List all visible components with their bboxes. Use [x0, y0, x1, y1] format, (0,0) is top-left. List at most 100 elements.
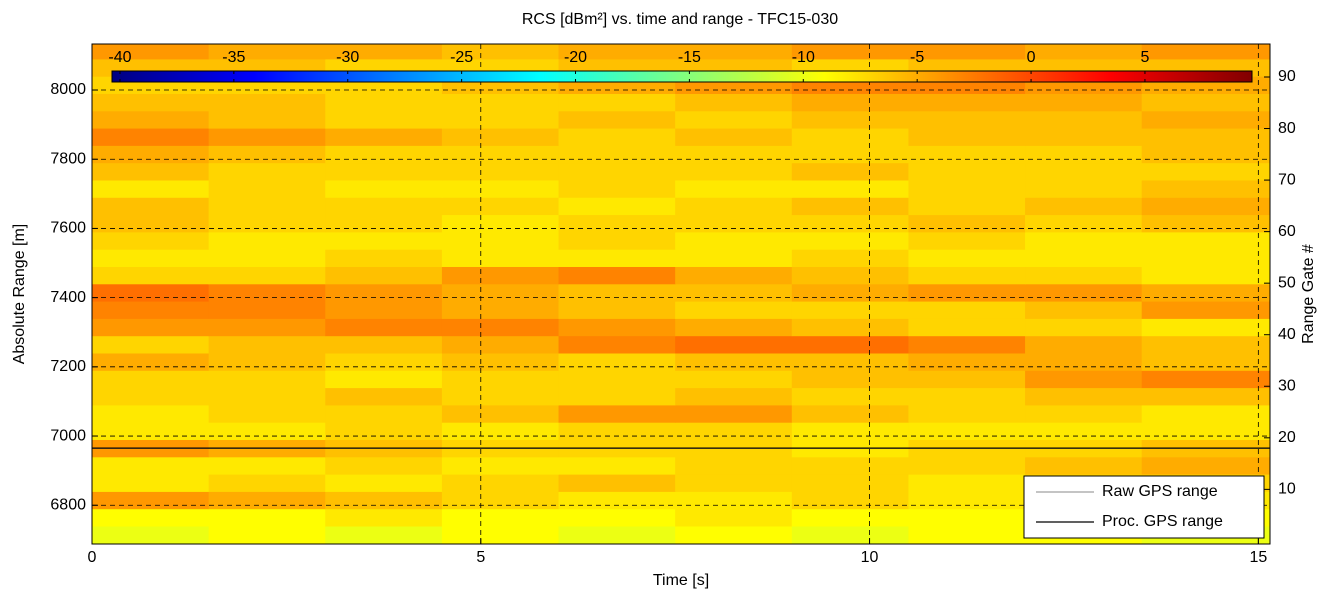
heatmap-cell: [1141, 249, 1271, 267]
heatmap-cell: [791, 179, 909, 198]
heatmap-cell: [325, 145, 443, 164]
heatmap-cell: [908, 145, 1026, 164]
heatmap-cell: [675, 422, 793, 441]
heatmap-cell: [558, 214, 676, 233]
heatmap-cell: [1141, 179, 1271, 198]
heatmap: [92, 44, 1271, 544]
heatmap-cell: [1025, 197, 1143, 216]
heatmap-cell: [558, 508, 676, 527]
colorbar-tick-label: -20: [564, 49, 587, 66]
heatmap-cell: [208, 404, 326, 423]
heatmap-cell: [1141, 145, 1271, 164]
heatmap-cell: [1025, 456, 1143, 475]
y2-tick-label: 20: [1278, 429, 1296, 446]
heatmap-cell: [1141, 283, 1271, 302]
heatmap-cell: [325, 214, 443, 233]
heatmap-cell: [441, 93, 560, 112]
heatmap-cell: [1141, 231, 1271, 250]
heatmap-cell: [1025, 110, 1143, 129]
heatmap-cell: [791, 93, 909, 112]
heatmap-cell: [675, 508, 793, 527]
heatmap-cell: [325, 110, 443, 129]
heatmap-cell: [441, 387, 560, 406]
colorbar-tick-label: -5: [910, 49, 924, 66]
heatmap-cell: [441, 266, 560, 285]
heatmap-cell: [791, 352, 909, 371]
y2-tick-label: 30: [1278, 377, 1296, 394]
heatmap-cell: [791, 162, 909, 181]
heatmap-cell: [558, 162, 676, 181]
heatmap-cell: [675, 387, 793, 406]
heatmap-cell: [208, 422, 326, 441]
heatmap-cell: [791, 387, 909, 406]
y2-tick-label: 90: [1278, 68, 1296, 85]
heatmap-cell: [675, 128, 793, 146]
heatmap-cell: [325, 352, 443, 371]
heatmap-cell: [325, 179, 443, 198]
heatmap-cell: [675, 404, 793, 423]
heatmap-cell: [92, 283, 210, 302]
heatmap-cell: [1025, 318, 1143, 337]
heatmap-cell: [325, 231, 443, 250]
heatmap-cell: [908, 283, 1026, 302]
heatmap-cell: [908, 387, 1026, 406]
heatmap-cell: [558, 474, 676, 492]
heatmap-cell: [908, 110, 1026, 129]
heatmap-cell: [558, 197, 676, 216]
heatmap-cell: [208, 93, 326, 112]
heatmap-cell: [675, 335, 793, 354]
heatmap-cell: [791, 214, 909, 233]
heatmap-cell: [92, 456, 210, 475]
heatmap-cell: [92, 387, 210, 406]
heatmap-cell: [908, 93, 1026, 112]
heatmap-cell: [558, 422, 676, 441]
heatmap-cell: [208, 179, 326, 198]
heatmap-cell: [1025, 231, 1143, 250]
heatmap-cell: [1141, 422, 1271, 441]
heatmap-cell: [92, 93, 210, 112]
heatmap-cell: [908, 179, 1026, 198]
heatmap-cell: [558, 266, 676, 285]
y-tick-label: 7600: [50, 220, 86, 237]
y-tick-label: 6800: [50, 496, 86, 513]
heatmap-cell: [675, 179, 793, 198]
heatmap-cell: [908, 491, 1026, 510]
heatmap-cell: [1025, 179, 1143, 198]
heatmap-cell: [558, 110, 676, 129]
y-tick-label: 7400: [50, 289, 86, 306]
heatmap-cell: [208, 301, 326, 319]
y2-tick-label: 80: [1278, 120, 1296, 137]
colorbar-tick-label: 5: [1140, 49, 1149, 66]
heatmap-cell: [791, 197, 909, 216]
heatmap-cell: [208, 491, 326, 510]
heatmap-cell: [92, 162, 210, 181]
heatmap-cell: [1025, 283, 1143, 302]
heatmap-cell: [1141, 197, 1271, 216]
heatmap-cell: [675, 456, 793, 475]
heatmap-cell: [208, 283, 326, 302]
y-tick-label: 7200: [50, 358, 86, 375]
heatmap-cell: [325, 491, 443, 510]
heatmap-cell: [908, 128, 1026, 146]
heatmap-cell: [791, 318, 909, 337]
heatmap-cell: [908, 404, 1026, 423]
heatmap-cell: [325, 387, 443, 406]
heatmap-cell: [92, 335, 210, 354]
heatmap-cell: [441, 301, 560, 319]
heatmap-cell: [558, 456, 676, 475]
heatmap-cell: [675, 231, 793, 250]
heatmap-cell: [441, 456, 560, 475]
heatmap-cell: [208, 162, 326, 181]
heatmap-cell: [908, 249, 1026, 267]
heatmap-cell: [908, 301, 1026, 319]
heatmap-cell: [558, 128, 676, 146]
heatmap-cell: [675, 318, 793, 337]
heatmap-cell: [558, 526, 676, 544]
y2-tick-label: 50: [1278, 274, 1296, 291]
heatmap-cell: [441, 231, 560, 250]
heatmap-cell: [908, 422, 1026, 441]
heatmap-cell: [791, 526, 909, 544]
heatmap-cell: [92, 231, 210, 250]
heatmap-cell: [1025, 370, 1143, 389]
legend-box: [1023, 475, 1265, 539]
